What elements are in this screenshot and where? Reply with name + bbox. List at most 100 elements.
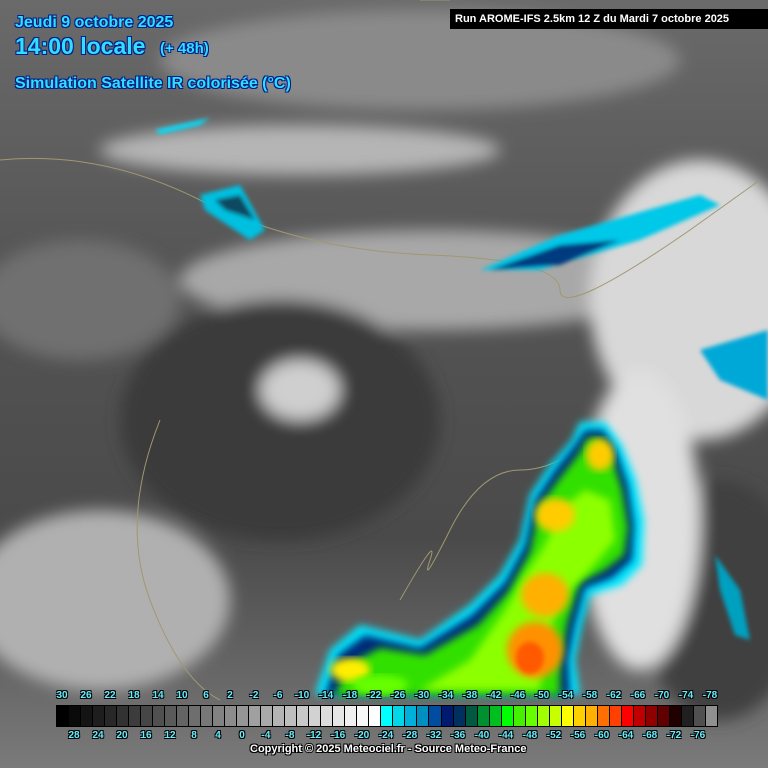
colorbar-bottom-label: 12 xyxy=(164,730,176,741)
colorbar-cell xyxy=(69,706,82,726)
colorbar-cell xyxy=(633,706,646,726)
colorbar-cell xyxy=(141,706,154,726)
model-run-info: Run AROME-IFS 2.5km 12 Z du Mardi 7 octo… xyxy=(450,9,768,29)
colorbar-cell xyxy=(93,706,106,726)
colorbar-top-label: -18 xyxy=(342,690,358,701)
temperature-colorbar xyxy=(56,705,718,727)
colorbar-cell xyxy=(405,706,418,726)
colorbar-cell xyxy=(681,706,694,726)
colorbar-cell xyxy=(669,706,682,726)
colorbar-cell xyxy=(597,706,610,726)
colorbar-cell xyxy=(465,706,478,726)
colorbar-cell xyxy=(153,706,166,726)
forecast-local-time: 14:00 locale xyxy=(15,33,146,59)
colorbar-bottom-label: -20 xyxy=(354,730,370,741)
colorbar-top-label: -6 xyxy=(273,690,283,701)
colorbar-cell xyxy=(561,706,574,726)
colorbar-top-label: 10 xyxy=(176,690,188,701)
colorbar-bottom-label: -44 xyxy=(498,730,514,741)
colorbar-bottom-label: -32 xyxy=(426,730,442,741)
colorbar-top-label: -38 xyxy=(462,690,478,701)
colorbar-bottom-label: 8 xyxy=(191,730,197,741)
colorbar-bottom-label: -8 xyxy=(285,730,295,741)
forecast-date: Jeudi 9 octobre 2025 xyxy=(15,14,174,31)
colorbar-cell xyxy=(297,706,310,726)
colorbar-bottom-label: -64 xyxy=(618,730,634,741)
colorbar-cell xyxy=(573,706,586,726)
colorbar-bottom-label: -24 xyxy=(378,730,394,741)
colorbar-cell xyxy=(549,706,562,726)
colorbar-bottom-label: -56 xyxy=(570,730,586,741)
colorbar-top-label: -54 xyxy=(558,690,574,701)
product-title: Simulation Satellite IR colorisée (°C) xyxy=(15,75,291,92)
colorbar-cell xyxy=(225,706,238,726)
colorbar-cell xyxy=(213,706,226,726)
colorbar-cell xyxy=(321,706,334,726)
colorbar-cell xyxy=(81,706,94,726)
cold-cloud-band-north xyxy=(155,118,768,640)
colorbar-top-label: -50 xyxy=(534,690,550,701)
colorbar-bottom-label: 28 xyxy=(68,730,80,741)
forecast-lead-time: (+ 48h) xyxy=(160,40,209,57)
colorbar-cell xyxy=(453,706,466,726)
colorbar-bottom-label: -76 xyxy=(690,730,706,741)
colorbar-bottom-label: 20 xyxy=(116,730,128,741)
colorbar-cell xyxy=(165,706,178,726)
colorbar-top-label: 22 xyxy=(104,690,116,701)
colorbar-cell xyxy=(513,706,526,726)
colorbar-cell xyxy=(57,706,70,726)
colorbar-cell xyxy=(585,706,598,726)
colorbar-bottom-label: -12 xyxy=(306,730,322,741)
colorbar-bottom-label: -52 xyxy=(546,730,562,741)
colorbar-top-label: -34 xyxy=(438,690,454,701)
colorbar-top-label: 6 xyxy=(203,690,209,701)
colorbar-top-label: -78 xyxy=(702,690,718,701)
colorbar-cell xyxy=(693,706,706,726)
colorbar-cell xyxy=(237,706,250,726)
colorbar-bottom-label: -60 xyxy=(594,730,610,741)
colorbar-top-label: -58 xyxy=(582,690,598,701)
colorbar-cell xyxy=(357,706,370,726)
colorbar-cell xyxy=(345,706,358,726)
coastlines-borders xyxy=(0,0,761,701)
colorbar-cell xyxy=(537,706,550,726)
colorbar-top-label: -26 xyxy=(390,690,406,701)
colorbar-top-label: 2 xyxy=(227,690,233,701)
colorbar-cell xyxy=(273,706,286,726)
colorbar-bottom-label: -40 xyxy=(474,730,490,741)
colorbar-cell xyxy=(309,706,322,726)
colorbar-cell xyxy=(117,706,130,726)
colorbar-cell xyxy=(477,706,490,726)
colorbar-top-label: -30 xyxy=(414,690,430,701)
colorbar-bottom-label: 4 xyxy=(215,730,221,741)
colorbar-cell xyxy=(189,706,202,726)
colorbar-cell xyxy=(609,706,622,726)
colorbar-top-label: -62 xyxy=(606,690,622,701)
colorbar-cell xyxy=(645,706,658,726)
colorbar-cell xyxy=(369,706,382,726)
colorbar-cell xyxy=(393,706,406,726)
copyright-text: Copyright © 2025 Meteociel.fr - Source M… xyxy=(250,743,527,755)
colorbar-cell xyxy=(201,706,214,726)
colorbar-bottom-label: -28 xyxy=(402,730,418,741)
colorbar-cell xyxy=(381,706,394,726)
colorbar-top-label: -66 xyxy=(630,690,646,701)
colorbar-cell xyxy=(429,706,442,726)
colorbar-top-label: -10 xyxy=(294,690,310,701)
colorbar-cell xyxy=(249,706,262,726)
colorbar-cell xyxy=(489,706,502,726)
colorbar-bottom-label: 16 xyxy=(140,730,152,741)
colorbar-cell xyxy=(657,706,670,726)
colorbar-bottom-label: -16 xyxy=(330,730,346,741)
colorbar-cell xyxy=(525,706,538,726)
colorbar-cell xyxy=(285,706,298,726)
colorbar-cell xyxy=(177,706,190,726)
colorbar-top-label: 30 xyxy=(56,690,68,701)
colorbar-cell xyxy=(705,706,717,726)
colorbar-cell xyxy=(441,706,454,726)
colorbar-top-label: -2 xyxy=(249,690,259,701)
convective-storm-cluster xyxy=(315,422,644,695)
colorbar-top-label: -74 xyxy=(678,690,694,701)
